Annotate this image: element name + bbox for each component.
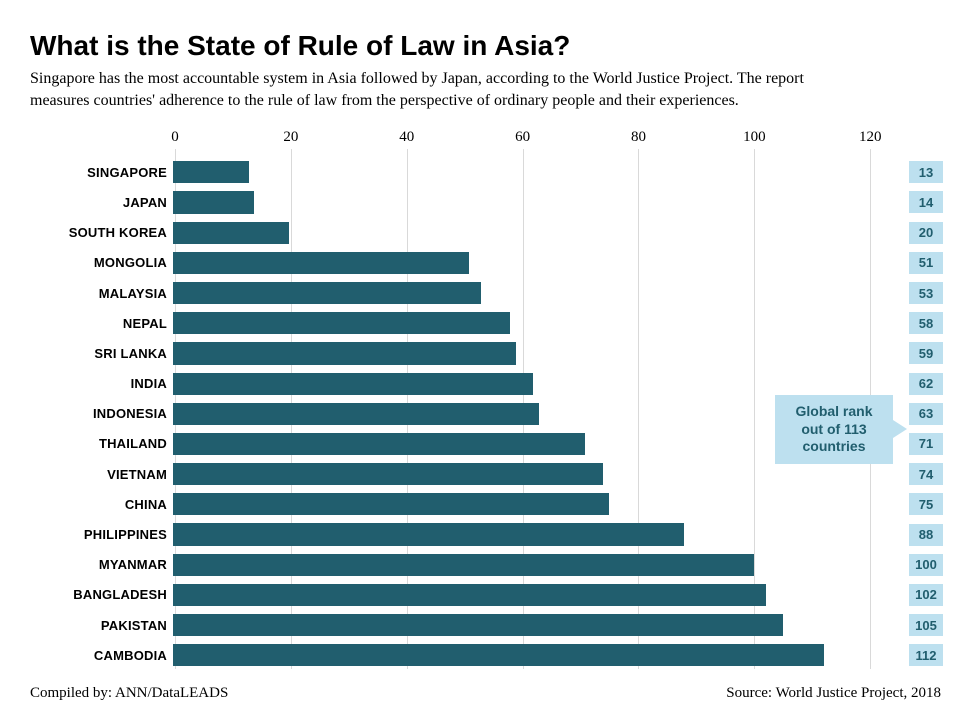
country-label: CHINA — [30, 497, 173, 512]
value-box: 100 — [909, 554, 943, 576]
bar-row: JAPAN 14 — [30, 187, 941, 217]
chart-subtitle: Singapore has the most accountable syste… — [30, 68, 850, 111]
country-label: VIETNAM — [30, 467, 173, 482]
country-label: BANGLADESH — [30, 587, 173, 602]
bar-area — [173, 248, 905, 278]
bar-row: MALAYSIA 53 — [30, 278, 941, 308]
country-label: SRI LANKA — [30, 346, 173, 361]
value-box: 53 — [909, 282, 943, 304]
bar-area — [173, 519, 905, 549]
bar-row: INDIA 62 — [30, 369, 941, 399]
bar-row: SINGAPORE 13 — [30, 157, 941, 187]
axis-tick: 120 — [859, 129, 882, 146]
bar — [173, 614, 783, 636]
value-box: 59 — [909, 342, 943, 364]
bar-row: SOUTH KOREA 20 — [30, 218, 941, 248]
bar-area — [173, 610, 905, 640]
bar-area — [173, 369, 905, 399]
bar — [173, 312, 510, 334]
bar — [173, 191, 254, 213]
value-box: 51 — [909, 252, 943, 274]
country-label: CAMBODIA — [30, 648, 173, 663]
bar-row: SRI LANKA 59 — [30, 338, 941, 368]
country-label: JAPAN — [30, 195, 173, 210]
bar-row: MYANMAR 100 — [30, 550, 941, 580]
bar-row: CHINA 75 — [30, 489, 941, 519]
bar-area — [173, 187, 905, 217]
bar — [173, 523, 684, 545]
bar — [173, 554, 754, 576]
bar — [173, 161, 249, 183]
value-box: 20 — [909, 222, 943, 244]
bar — [173, 282, 481, 304]
value-box: 112 — [909, 644, 943, 666]
bar-row: CAMBODIA 112 — [30, 640, 941, 670]
country-label: SINGAPORE — [30, 165, 173, 180]
x-axis: 020406080100120 — [175, 129, 905, 149]
axis-tick: 60 — [515, 129, 530, 146]
country-label: NEPAL — [30, 316, 173, 331]
bar-area — [173, 338, 905, 368]
bar-area — [173, 640, 905, 670]
bar-row: NEPAL 58 — [30, 308, 941, 338]
country-label: THAILAND — [30, 436, 173, 451]
bar-row: PHILIPPINES 88 — [30, 519, 941, 549]
bar — [173, 342, 516, 364]
value-box: 62 — [909, 373, 943, 395]
callout-box: Global rank out of 113 countries — [775, 395, 893, 464]
chart-title: What is the State of Rule of Law in Asia… — [30, 30, 941, 62]
value-box: 102 — [909, 584, 943, 606]
value-box: 14 — [909, 191, 943, 213]
bar-area — [173, 278, 905, 308]
bar-row: PAKISTAN 105 — [30, 610, 941, 640]
country-label: MONGOLIA — [30, 255, 173, 270]
bar-area — [173, 157, 905, 187]
country-label: MYANMAR — [30, 557, 173, 572]
value-box: 13 — [909, 161, 943, 183]
footer: Compiled by: ANN/DataLEADS Source: World… — [30, 685, 941, 702]
country-label: INDONESIA — [30, 406, 173, 421]
axis-tick: 20 — [283, 129, 298, 146]
country-label: MALAYSIA — [30, 286, 173, 301]
value-box: 58 — [909, 312, 943, 334]
country-label: PHILIPPINES — [30, 527, 173, 542]
value-box: 75 — [909, 493, 943, 515]
bar-area — [173, 489, 905, 519]
bar — [173, 373, 533, 395]
bar-row: MONGOLIA 51 — [30, 248, 941, 278]
value-box: 88 — [909, 524, 943, 546]
value-box: 105 — [909, 614, 943, 636]
value-box: 74 — [909, 463, 943, 485]
footer-right: Source: World Justice Project, 2018 — [726, 685, 941, 702]
bar — [173, 644, 824, 666]
bar-area — [173, 218, 905, 248]
axis-tick: 0 — [171, 129, 179, 146]
bar — [173, 403, 539, 425]
bar — [173, 584, 766, 606]
bar — [173, 463, 603, 485]
bar — [173, 222, 289, 244]
bar-area — [173, 580, 905, 610]
value-box: 71 — [909, 433, 943, 455]
bar-area — [173, 550, 905, 580]
footer-left: Compiled by: ANN/DataLEADS — [30, 685, 228, 702]
bar — [173, 252, 469, 274]
axis-tick: 80 — [631, 129, 646, 146]
axis-tick: 100 — [743, 129, 766, 146]
axis-tick: 40 — [399, 129, 414, 146]
country-label: INDIA — [30, 376, 173, 391]
bar — [173, 433, 585, 455]
country-label: SOUTH KOREA — [30, 225, 173, 240]
bar-row: BANGLADESH 102 — [30, 580, 941, 610]
country-label: PAKISTAN — [30, 618, 173, 633]
chart-container: 0 20 40 60 80 100 120 SINGAPORE 13 JAPAN 14 SOUTH … — [30, 129, 941, 677]
bar — [173, 493, 609, 515]
value-box: 63 — [909, 403, 943, 425]
bar-area — [173, 308, 905, 338]
